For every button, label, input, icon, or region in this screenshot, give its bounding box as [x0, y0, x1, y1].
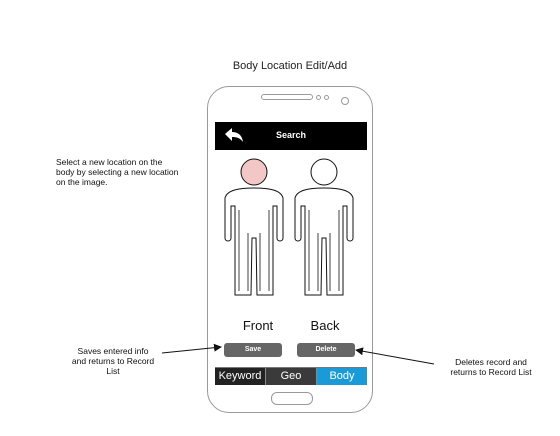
back-head[interactable]	[310, 158, 338, 186]
tab-keyword[interactable]: Keyword	[215, 368, 266, 385]
phone-frame: Search Front Back Save Delete	[207, 86, 373, 413]
body-figures	[224, 158, 354, 296]
front-head[interactable]	[240, 158, 268, 186]
diagram-title: Body Location Edit/Add	[232, 60, 348, 72]
home-button[interactable]	[271, 392, 313, 405]
back-label: Back	[310, 318, 340, 333]
save-button[interactable]: Save	[224, 343, 282, 357]
tab-body[interactable]: Body	[317, 368, 367, 385]
speaker-grille	[261, 94, 313, 100]
camera-dot	[316, 95, 321, 100]
front-body-figure[interactable]	[224, 158, 284, 296]
front-sensor	[341, 97, 349, 105]
select-location-annotation: Select a new location on the body by sel…	[56, 157, 179, 187]
front-label: Front	[242, 318, 274, 333]
camera-dot	[324, 95, 329, 100]
header-title: Search	[275, 130, 307, 140]
app-header: Search	[215, 122, 367, 150]
back-body-outline[interactable]	[294, 187, 354, 296]
tab-geo[interactable]: Geo	[266, 368, 317, 385]
phone-screen: Search Front Back Save Delete	[215, 122, 367, 385]
delete-annotation: Deletes record and returns to Record Lis…	[450, 357, 532, 377]
front-body-outline[interactable]	[224, 187, 284, 296]
back-body-figure[interactable]	[294, 158, 354, 296]
save-annotation: Saves entered info and returns to Record…	[71, 346, 155, 376]
bottom-tab-bar: Keyword Geo Body	[215, 367, 367, 385]
back-arrow-icon[interactable]	[223, 126, 245, 146]
delete-button[interactable]: Delete	[297, 343, 355, 357]
